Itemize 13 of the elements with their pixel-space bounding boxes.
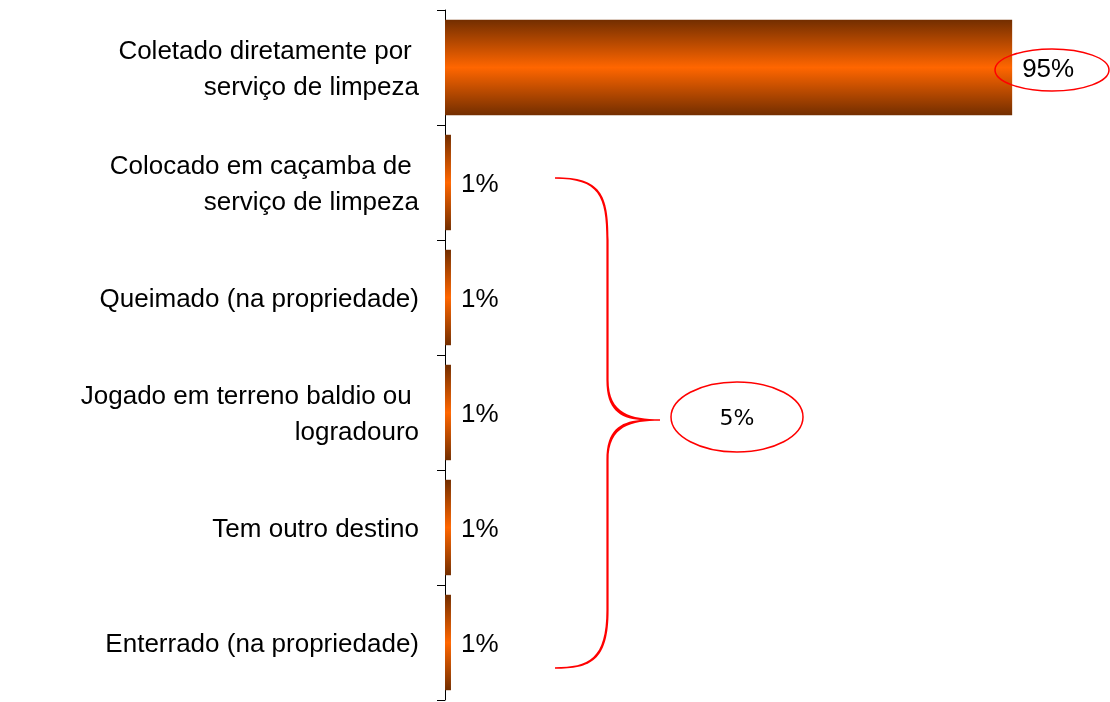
data-label: 1%	[460, 512, 499, 543]
y-tick-label: Enterrado (na propriedade)	[105, 627, 419, 658]
y-tick-label: Tem outro destino	[212, 512, 419, 543]
data-label: 1%	[460, 627, 499, 658]
y-tick-label: Queimado (na propriedade)	[99, 282, 419, 313]
annotation: 5%	[719, 404, 755, 430]
data-label: 1%	[460, 282, 499, 313]
data-label: 1%	[460, 397, 499, 428]
y-tick-label: Coletado diretamente por serviço de limpeza	[118, 34, 420, 101]
y-tick-label: Jogado em terreno baldio ou logradouro	[80, 379, 419, 446]
data-label: 1%	[460, 167, 499, 198]
y-tick-label: Colocado em caçamba de serviço de limpeza	[109, 149, 420, 216]
data-label: 95%	[1022, 52, 1075, 83]
